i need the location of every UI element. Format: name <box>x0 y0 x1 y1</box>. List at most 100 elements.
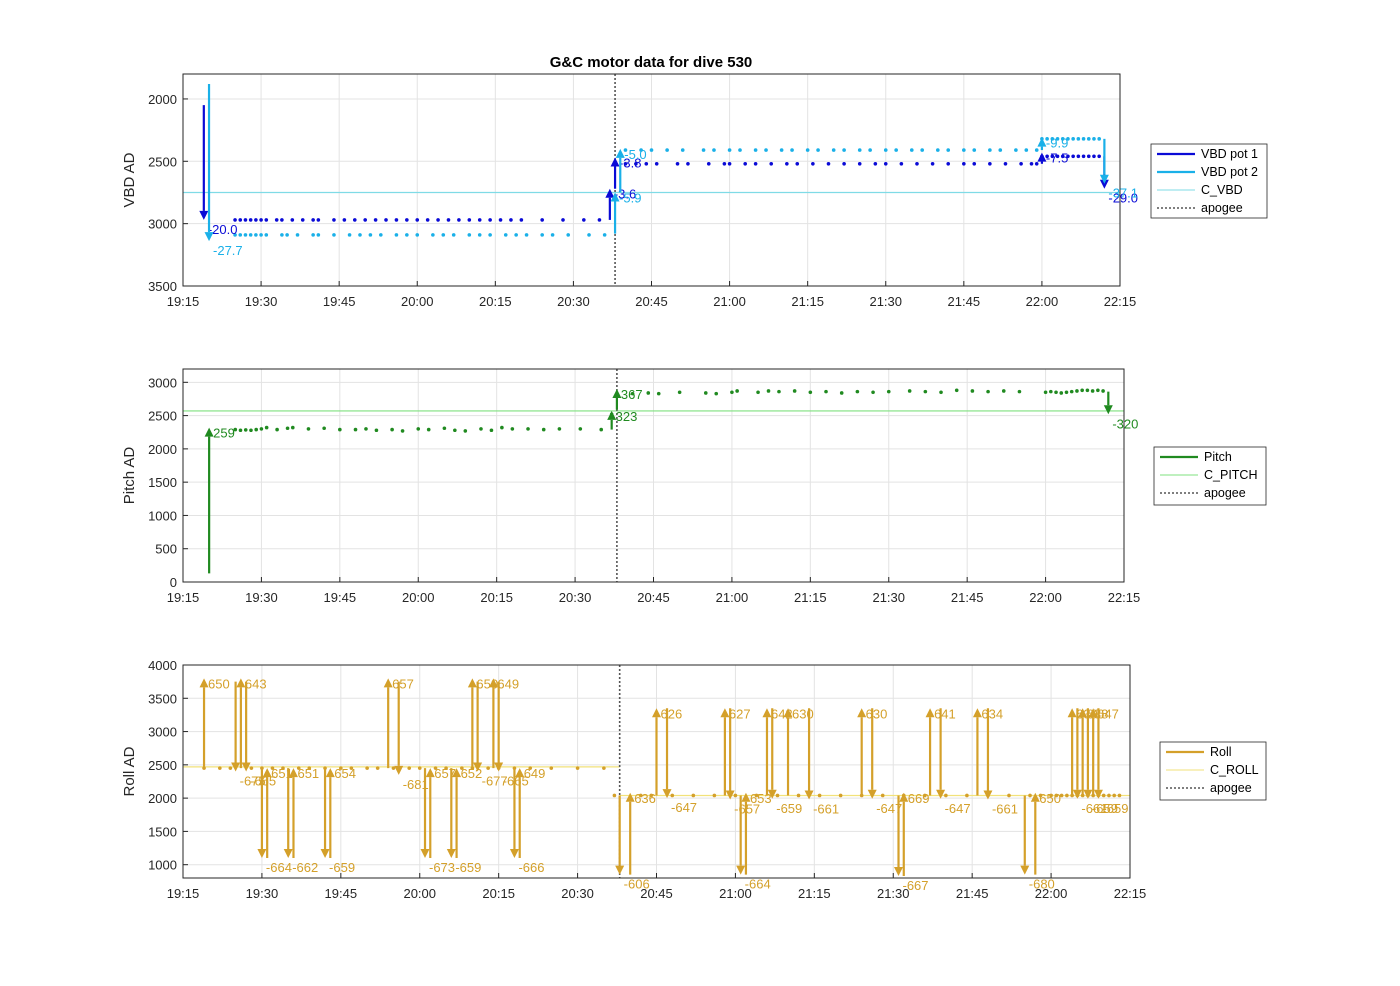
pitch-data-point <box>254 427 258 432</box>
vbd-data-point <box>311 218 315 222</box>
vbd-data-point <box>1045 137 1049 141</box>
vbd-data-point <box>753 148 758 152</box>
vbd-ytick-label: 3500 <box>148 279 177 294</box>
vbd-xtick-label: 19:45 <box>323 294 356 309</box>
vbd-data-point <box>415 218 420 222</box>
roll-move-arrowhead <box>446 849 456 859</box>
vbd-data-point <box>857 161 862 166</box>
roll-data-point <box>923 793 927 798</box>
roll-move-arrowhead <box>325 768 335 778</box>
roll-move-arrowhead <box>199 678 209 688</box>
vbd-data-point <box>649 148 654 152</box>
vbd-data-point <box>1071 137 1075 141</box>
roll-data-point <box>1065 793 1069 798</box>
roll-move-label: -647 <box>945 801 971 816</box>
roll-move-label: -667 <box>903 878 929 893</box>
pitch-data-point <box>364 427 368 431</box>
vbd-data-point <box>727 148 732 152</box>
vbd-data-point <box>706 161 711 166</box>
vbd-data-point <box>514 233 518 237</box>
roll-move-arrowhead <box>383 678 393 688</box>
vbd-data-point <box>842 148 846 152</box>
pitch-data-point <box>489 428 494 433</box>
roll-data-point <box>1112 793 1117 798</box>
vbd-data-point <box>477 218 482 222</box>
roll-ytick-label: 3000 <box>148 725 177 740</box>
roll-move-arrowhead <box>241 762 251 772</box>
vbd-data-point <box>764 148 768 152</box>
pitch-data-point <box>1085 388 1090 393</box>
vbd-data-point <box>654 161 659 166</box>
roll-move-label: 630 <box>792 706 814 721</box>
roll-data-point <box>296 766 301 770</box>
roll-move-label: 657 <box>434 766 456 781</box>
roll-data-point <box>1007 793 1011 798</box>
pitch-move-arrowhead <box>1103 405 1113 415</box>
pitch-data-point <box>1064 390 1069 395</box>
pitch-data-point <box>824 389 828 394</box>
roll-data-point <box>796 793 801 798</box>
vbd-data-point <box>243 218 248 222</box>
roll-move-label: 634 <box>981 706 1003 721</box>
vbd-data-point <box>300 218 305 222</box>
vbd-data-point <box>254 233 258 237</box>
vbd-data-point <box>566 233 571 237</box>
vbd-data-point <box>243 233 248 237</box>
vbd-data-point <box>883 148 888 152</box>
roll-move-arrowhead <box>720 708 730 718</box>
vbd-data-point <box>254 218 258 222</box>
roll-data-point <box>460 766 464 770</box>
vbd-xtick-label: 21:30 <box>869 294 902 309</box>
roll-move-label: 641 <box>934 706 956 721</box>
roll-move-arrowhead <box>494 762 504 772</box>
roll-move-arrowhead <box>662 789 672 799</box>
roll-ytick-label: 4000 <box>148 658 177 673</box>
pitch-data-point <box>871 390 875 395</box>
roll-xtick-label: 20:15 <box>482 886 515 901</box>
roll-data-point <box>444 766 448 770</box>
roll-move-label: -659 <box>455 860 481 875</box>
vbd-data-point <box>524 233 529 237</box>
roll-move-arrowhead <box>767 789 777 799</box>
vbd-data-point <box>248 233 253 237</box>
roll-move-label: 636 <box>634 791 656 806</box>
roll-move-label: -661 <box>992 801 1018 816</box>
vbd-data-point <box>857 148 862 152</box>
roll-move-label: -666 <box>518 860 544 875</box>
roll-xtick-label: 19:15 <box>167 886 200 901</box>
vbd-data-point <box>1050 154 1055 159</box>
vbd-data-point <box>280 233 284 237</box>
pitch-data-point <box>1080 388 1084 393</box>
vbd-data-point <box>1092 137 1096 141</box>
vbd-data-point <box>785 161 789 166</box>
roll-data-point <box>838 793 843 798</box>
vbd-data-point <box>712 148 716 152</box>
vbd-data-point <box>550 233 555 237</box>
vbd-data-point <box>727 161 732 166</box>
roll-move-arrowhead <box>231 762 241 772</box>
roll-data-point <box>549 766 554 770</box>
vbd-data-point <box>405 233 409 237</box>
pitch-data-point <box>886 389 891 394</box>
pitch-data-point <box>1054 390 1058 395</box>
vbd-data-point <box>431 233 435 237</box>
vbd-move-label: -3.8 <box>619 156 641 171</box>
vbd-data-point <box>634 161 638 166</box>
vbd-data-point <box>498 218 503 222</box>
roll-move-label: -659 <box>1092 801 1118 816</box>
vbd-data-point <box>665 148 669 152</box>
vbd-data-point <box>274 218 279 222</box>
pitch-data-point <box>756 390 760 395</box>
vbd-data-point <box>826 161 831 166</box>
vbd-data-point <box>436 218 440 222</box>
vbd-data-point <box>259 218 263 222</box>
pitch-move-label: 323 <box>616 409 638 424</box>
vbd-data-point <box>915 161 919 166</box>
roll-data-point <box>712 793 717 798</box>
pitch-data-point <box>1090 389 1095 393</box>
pitch-data-point <box>1017 389 1022 394</box>
vbd-data-point <box>1024 148 1029 152</box>
vbd-data-point <box>311 233 315 237</box>
roll-move-arrowhead <box>783 708 793 718</box>
roll-move-label: 653 <box>750 791 772 806</box>
